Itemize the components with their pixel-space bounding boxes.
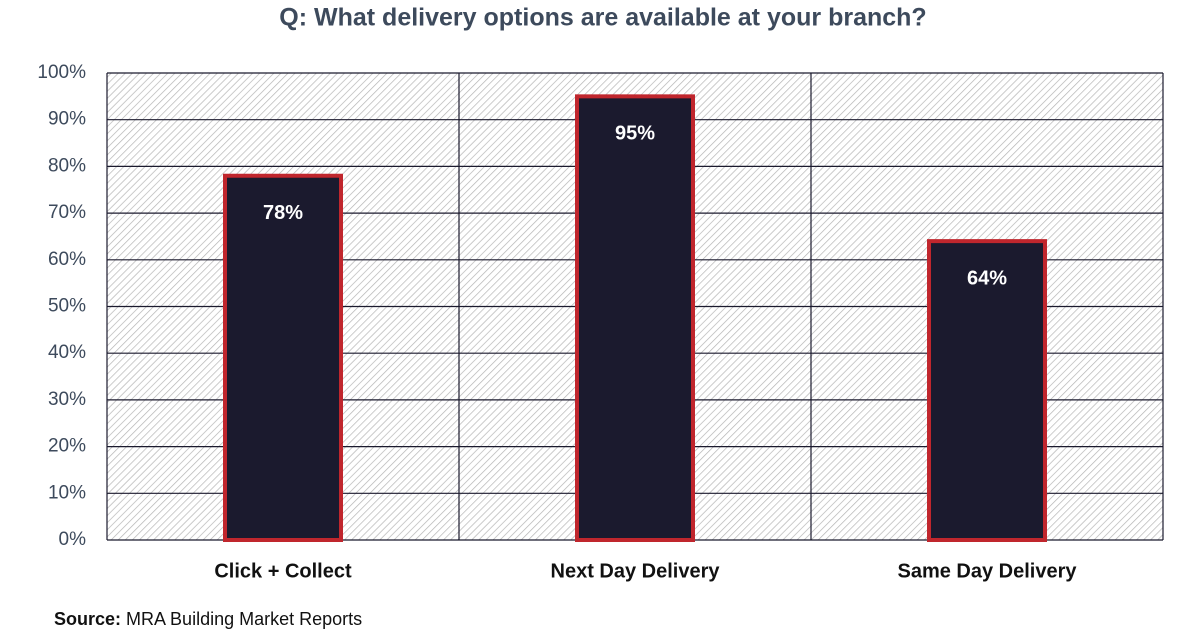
source-label: Source: <box>54 609 121 629</box>
chart-title: Q: What delivery options are available a… <box>279 4 926 32</box>
x-tick-label: Next Day Delivery <box>551 560 721 582</box>
y-tick-label: 60% <box>48 249 86 270</box>
y-tick-label: 30% <box>48 389 86 410</box>
y-tick-label: 100% <box>37 62 86 83</box>
y-tick-label: 10% <box>48 482 86 503</box>
source-text: MRA Building Market Reports <box>126 609 362 629</box>
y-tick-label: 80% <box>48 155 86 176</box>
y-tick-label: 40% <box>48 342 86 363</box>
y-tick-label: 50% <box>48 296 86 317</box>
value-label: 64% <box>967 267 1007 289</box>
x-tick-label: Same Day Delivery <box>897 560 1077 582</box>
source: Source: MRA Building Market Reports <box>54 609 362 629</box>
bar <box>927 239 1047 542</box>
bar <box>223 173 343 543</box>
y-tick-label: 70% <box>48 202 86 223</box>
x-tick-label: Click + Collect <box>214 560 352 582</box>
bar <box>575 94 695 542</box>
y-tick-label: 0% <box>59 529 87 550</box>
y-tick-label: 90% <box>48 109 86 130</box>
value-label: 78% <box>263 202 303 224</box>
y-tick-label: 20% <box>48 436 86 457</box>
value-label: 95% <box>615 123 655 145</box>
